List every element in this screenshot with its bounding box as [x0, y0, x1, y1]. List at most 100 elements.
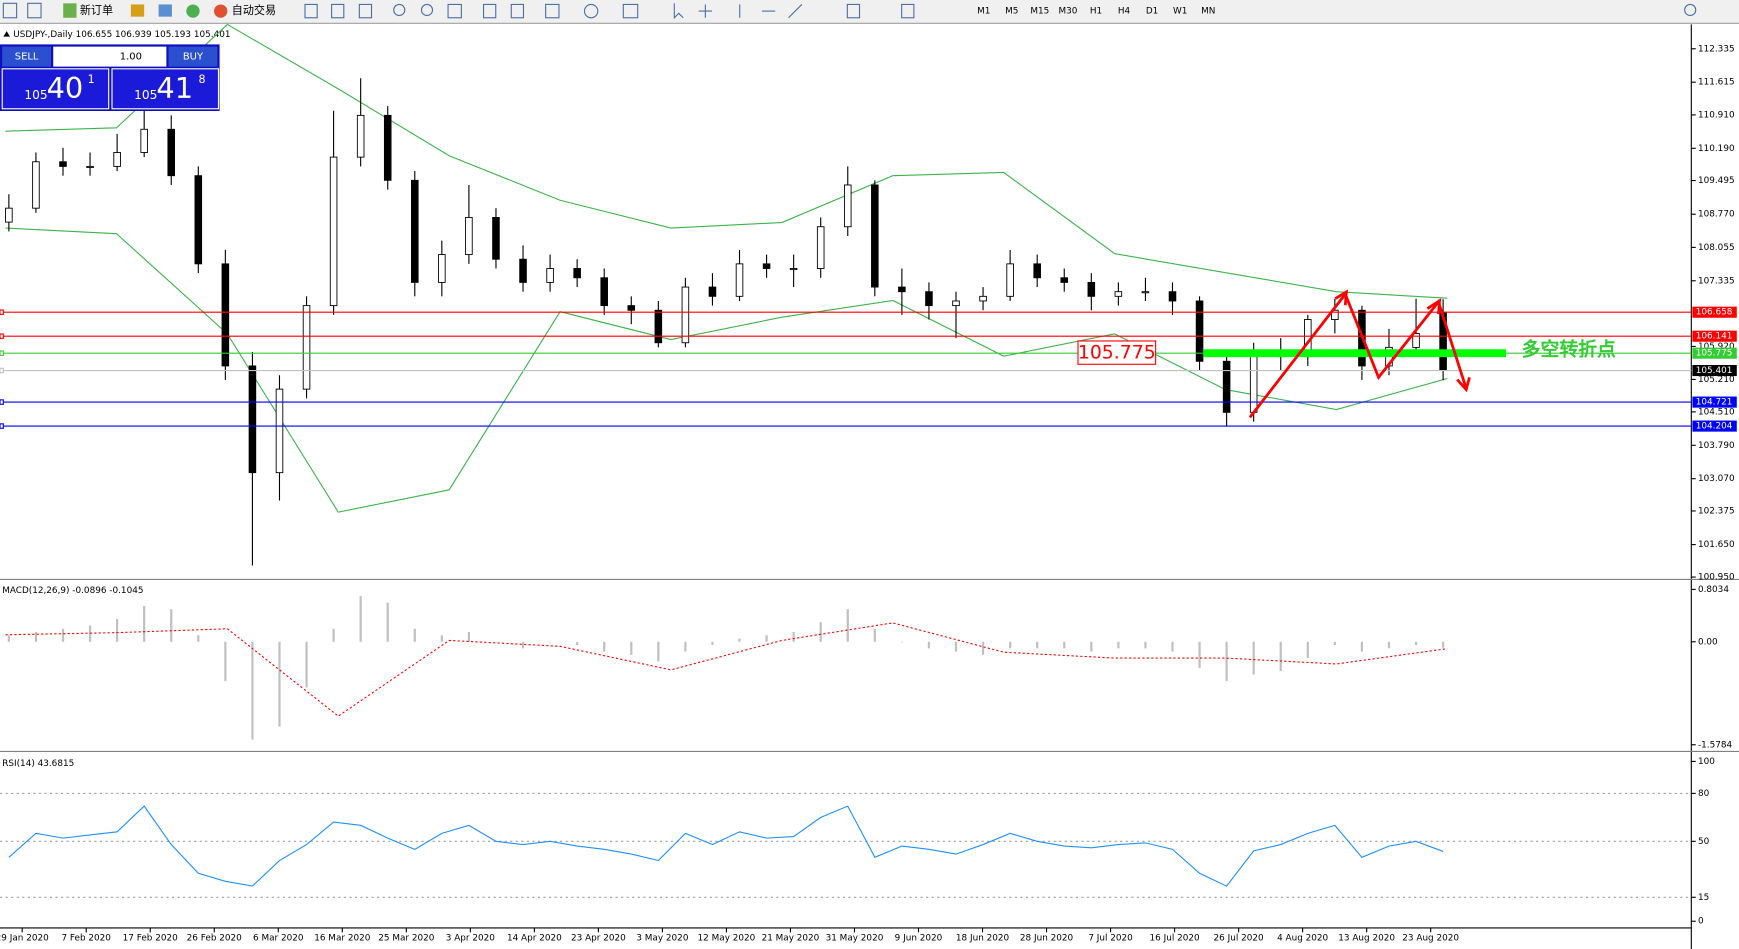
lot-input[interactable]: [53, 46, 167, 67]
sell-label[interactable]: SELL: [15, 52, 39, 63]
macd-bar: [1387, 641, 1391, 649]
level-price-tag: [1692, 396, 1737, 408]
toolbar-icon[interactable]: [27, 2, 42, 19]
zigzag-arrow: [1248, 291, 1468, 419]
x-tick-label: 17 Feb 2020: [123, 933, 178, 943]
macd-bar: [792, 632, 795, 642]
pivot-box-label: 105.775: [1078, 342, 1156, 364]
toolbar-icon[interactable]: [331, 3, 345, 19]
crosshair-tool[interactable]: [698, 4, 713, 18]
x-tick-label: 26 Jul 2020: [1214, 933, 1264, 943]
search-icon[interactable]: [1684, 3, 1697, 17]
candle-body: [32, 161, 40, 209]
candle-body: [1249, 351, 1258, 413]
toolbar-icon[interactable]: [186, 4, 200, 18]
x-tick-label: 3 May 2020: [636, 933, 688, 943]
toolbar-icon[interactable]: [447, 3, 462, 19]
timeframe-button[interactable]: M30: [1058, 7, 1077, 17]
macd-bar: [1198, 641, 1201, 668]
new-order-button[interactable]: 新订单: [80, 3, 113, 17]
x-tick-label: 29 Jan 2020: [0, 933, 49, 943]
macd-bar: [1306, 641, 1309, 659]
timeframe-button[interactable]: M15: [1030, 7, 1049, 17]
toolbar-icon[interactable]: [358, 3, 373, 19]
buy-button[interactable]: [168, 46, 218, 67]
buy-label[interactable]: BUY: [183, 52, 204, 63]
macd-bar: [1333, 641, 1336, 646]
auto-trading-icon[interactable]: [214, 4, 228, 18]
x-tick-label: 9 Jun 2020: [895, 933, 943, 943]
level-marker: [0, 309, 4, 315]
candle-body: [979, 295, 987, 302]
toolbar-icon[interactable]: [130, 4, 145, 17]
level-price-label: 106.658: [1696, 308, 1733, 318]
candle-body: [329, 156, 338, 307]
candle-body: [1222, 360, 1231, 413]
ask-pip[interactable]: 8: [199, 73, 206, 86]
candle-body: [465, 217, 473, 256]
timeframe-button[interactable]: M1: [977, 7, 990, 17]
toolbar-icon[interactable]: [901, 3, 915, 19]
candle-body: [113, 152, 121, 167]
arrow-head: [1334, 289, 1349, 306]
cursor-tool[interactable]: [673, 3, 684, 20]
x-tick-label: 28 Jun 2020: [1020, 933, 1074, 943]
candle-body: [1412, 333, 1420, 348]
y-tick-label: 110.190: [1698, 144, 1735, 154]
x-tick-label: 21 May 2020: [762, 933, 820, 943]
lot-value[interactable]: 1.00: [120, 52, 142, 63]
macd-bar: [61, 628, 65, 642]
zoom-out[interactable]: [420, 3, 434, 17]
y-tick-label: 107.335: [1698, 276, 1735, 286]
zoom-in[interactable]: [393, 3, 406, 17]
toolbar-icon[interactable]: [2, 2, 18, 19]
macd-bar: [521, 641, 525, 649]
timeframe-button[interactable]: W1: [1173, 7, 1187, 17]
candle-body: [275, 388, 284, 474]
macd-bar: [873, 628, 876, 642]
bid-pip[interactable]: 1: [88, 73, 95, 86]
new-order-icon[interactable]: [63, 3, 77, 18]
x-tick-label: 12 May 2020: [698, 933, 756, 943]
bid-figure[interactable]: 40: [47, 71, 84, 105]
ask-box[interactable]: [111, 68, 220, 110]
timeframe-button[interactable]: H1: [1090, 7, 1102, 17]
candle-body: [302, 305, 311, 390]
x-tick-label: 7 Jul 2020: [1088, 933, 1133, 943]
candle-body: [5, 207, 13, 223]
toolbar-icon[interactable]: [482, 3, 497, 19]
timeframe-button[interactable]: MN: [1201, 7, 1215, 17]
timeframe-button[interactable]: M5: [1005, 7, 1018, 17]
auto-trading-button[interactable]: 自动交易: [232, 3, 276, 17]
macd-bar: [603, 641, 606, 652]
sell-button[interactable]: [2, 46, 52, 67]
toolbar-icon[interactable]: [545, 3, 560, 19]
timeframes: M1 M5 M15 M30 H1 H4 D1 W1 MN: [977, 7, 1215, 17]
toolbar-icon[interactable]: [583, 3, 599, 19]
pivot-annotation: 多空转折点: [1522, 337, 1616, 360]
toolbar-icon[interactable]: [304, 3, 318, 19]
toolbar-icon[interactable]: [158, 4, 172, 17]
candle-body: [1087, 281, 1096, 297]
toolbar-icon[interactable]: [510, 3, 525, 19]
macd-bar: [1009, 641, 1012, 649]
bid-big[interactable]: 105: [24, 88, 47, 102]
arrow-head: [1426, 298, 1442, 315]
bid-box[interactable]: [1, 68, 110, 110]
y-tick-label: 103.070: [1698, 474, 1735, 484]
ask-figure[interactable]: 41: [156, 71, 193, 105]
macd-bar: [1414, 641, 1418, 646]
title-marker: [3, 31, 10, 37]
timeframe-button[interactable]: H4: [1118, 7, 1131, 17]
candle-body: [59, 161, 67, 167]
x-tick-label: 18 Jun 2020: [956, 933, 1010, 943]
toolbar-icon[interactable]: [846, 3, 861, 19]
trendline-tool[interactable]: [788, 4, 803, 19]
toolbar-icon[interactable]: [622, 3, 639, 19]
candle-body: [735, 263, 744, 297]
candle-body: [1060, 277, 1069, 283]
timeframe-button[interactable]: D1: [1146, 7, 1158, 17]
candle-body: [898, 286, 906, 293]
ask-big[interactable]: 105: [134, 88, 157, 102]
